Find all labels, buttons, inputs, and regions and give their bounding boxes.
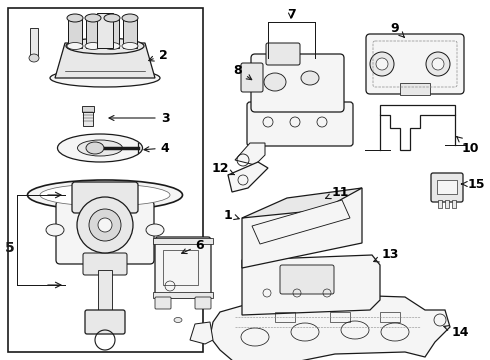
Bar xyxy=(68,18,82,48)
Text: 5: 5 xyxy=(5,241,15,255)
Ellipse shape xyxy=(86,142,104,154)
Text: 4: 4 xyxy=(144,141,170,154)
FancyBboxPatch shape xyxy=(83,253,127,275)
Polygon shape xyxy=(235,143,265,165)
Text: 12: 12 xyxy=(211,162,234,175)
Text: 7: 7 xyxy=(287,8,295,21)
Bar xyxy=(30,28,38,58)
Bar xyxy=(82,106,94,112)
Circle shape xyxy=(432,58,444,70)
Text: 13: 13 xyxy=(374,248,399,262)
Polygon shape xyxy=(228,162,268,192)
Polygon shape xyxy=(242,188,362,268)
FancyBboxPatch shape xyxy=(251,54,344,112)
Ellipse shape xyxy=(264,73,286,91)
Bar xyxy=(452,200,456,208)
Text: 14: 14 xyxy=(444,325,469,338)
Text: 8: 8 xyxy=(234,63,252,80)
Ellipse shape xyxy=(77,140,122,156)
Bar xyxy=(153,238,213,244)
Polygon shape xyxy=(190,322,213,344)
Bar xyxy=(275,312,295,322)
Text: 11: 11 xyxy=(325,185,349,199)
Ellipse shape xyxy=(46,224,64,236)
Circle shape xyxy=(426,52,450,76)
Bar xyxy=(163,250,198,285)
FancyBboxPatch shape xyxy=(155,237,211,298)
FancyBboxPatch shape xyxy=(195,297,211,309)
FancyBboxPatch shape xyxy=(247,102,353,146)
Bar xyxy=(8,8,203,352)
Text: 10: 10 xyxy=(457,137,479,154)
Bar xyxy=(445,200,449,208)
FancyBboxPatch shape xyxy=(85,310,125,334)
Ellipse shape xyxy=(67,14,83,22)
Bar xyxy=(400,83,430,95)
Bar xyxy=(98,270,112,315)
Circle shape xyxy=(77,197,133,253)
Text: 3: 3 xyxy=(109,112,170,125)
Circle shape xyxy=(98,218,112,232)
FancyBboxPatch shape xyxy=(366,34,464,94)
Bar xyxy=(83,110,93,126)
Ellipse shape xyxy=(146,224,164,236)
Polygon shape xyxy=(242,255,380,315)
Polygon shape xyxy=(55,43,155,78)
Polygon shape xyxy=(210,294,450,360)
Bar xyxy=(153,292,213,298)
Ellipse shape xyxy=(40,184,170,206)
Ellipse shape xyxy=(104,14,120,22)
Bar xyxy=(123,18,137,48)
FancyBboxPatch shape xyxy=(56,201,154,264)
FancyBboxPatch shape xyxy=(431,173,463,202)
Text: 1: 1 xyxy=(223,208,239,221)
Polygon shape xyxy=(252,200,350,244)
Ellipse shape xyxy=(29,54,39,62)
Text: 6: 6 xyxy=(182,239,204,253)
FancyBboxPatch shape xyxy=(266,43,300,65)
Circle shape xyxy=(370,52,394,76)
Bar xyxy=(86,18,100,48)
Text: 15: 15 xyxy=(462,177,485,190)
Bar xyxy=(330,312,350,322)
Bar xyxy=(438,200,442,208)
FancyBboxPatch shape xyxy=(280,265,334,294)
Text: 2: 2 xyxy=(149,49,168,62)
FancyBboxPatch shape xyxy=(155,297,171,309)
Text: 9: 9 xyxy=(391,22,404,37)
Bar xyxy=(380,312,400,322)
Polygon shape xyxy=(242,188,362,218)
Ellipse shape xyxy=(174,318,182,323)
Ellipse shape xyxy=(67,42,83,50)
Ellipse shape xyxy=(50,69,160,87)
FancyBboxPatch shape xyxy=(72,182,138,213)
Ellipse shape xyxy=(301,71,319,85)
Ellipse shape xyxy=(85,42,101,50)
Circle shape xyxy=(89,209,121,241)
Ellipse shape xyxy=(122,42,138,50)
Ellipse shape xyxy=(66,38,144,54)
Bar xyxy=(105,18,119,48)
Ellipse shape xyxy=(85,14,101,22)
FancyBboxPatch shape xyxy=(241,63,263,92)
Circle shape xyxy=(376,58,388,70)
Bar xyxy=(437,180,457,194)
Ellipse shape xyxy=(57,134,143,162)
Ellipse shape xyxy=(122,14,138,22)
Ellipse shape xyxy=(27,180,182,210)
Ellipse shape xyxy=(104,42,120,50)
Bar xyxy=(97,13,113,48)
